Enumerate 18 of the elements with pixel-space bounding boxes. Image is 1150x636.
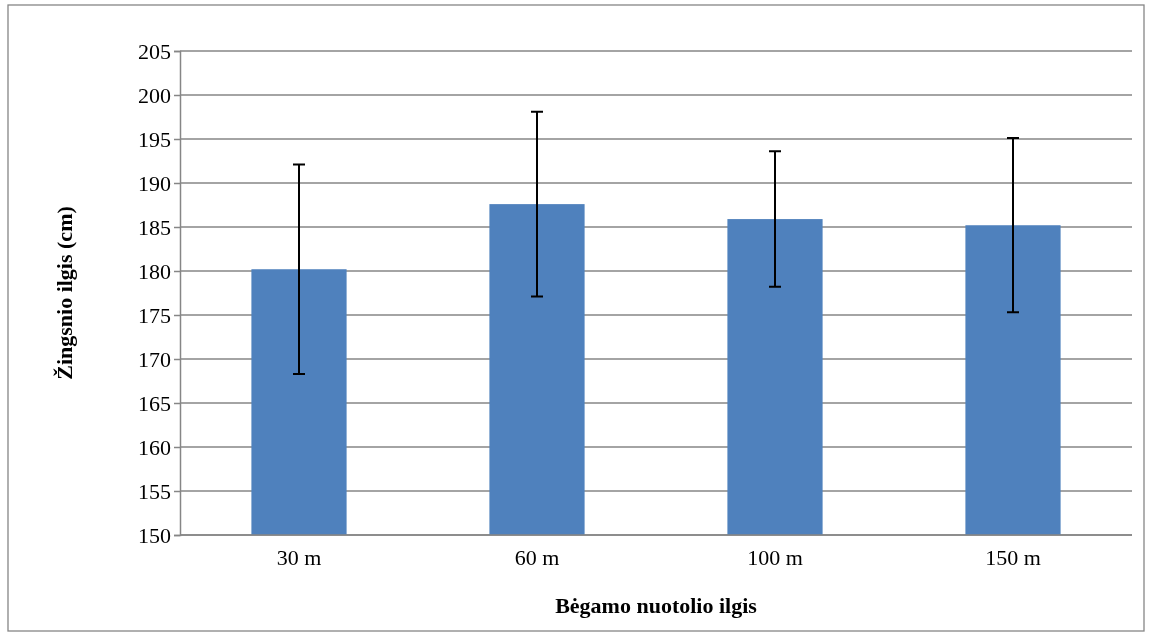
y-tick-label: 195 xyxy=(138,126,171,152)
y-tick-label: 155 xyxy=(138,478,171,504)
y-tick-label: 165 xyxy=(138,390,171,416)
y-tick-label: 150 xyxy=(138,522,171,548)
y-tick-label: 200 xyxy=(138,82,171,108)
y-tick-label: 180 xyxy=(138,258,171,284)
y-tick-label: 160 xyxy=(138,434,171,460)
x-tick-label: 60 m xyxy=(514,544,560,570)
x-tick-label: 30 m xyxy=(276,544,322,570)
y-tick-label: 205 xyxy=(138,38,171,64)
x-tick-label: 150 m xyxy=(985,544,1041,570)
y-axis-title: Žingsnio ilgis (cm) xyxy=(52,206,77,380)
x-axis-title: Bėgamo nuotolio ilgis xyxy=(555,593,758,618)
y-tick-label: 170 xyxy=(138,346,171,372)
y-tick-label: 185 xyxy=(138,214,171,240)
y-tick-label: 175 xyxy=(138,302,171,328)
x-tick-label: 100 m xyxy=(747,544,803,570)
y-tick-label: 190 xyxy=(138,170,171,196)
